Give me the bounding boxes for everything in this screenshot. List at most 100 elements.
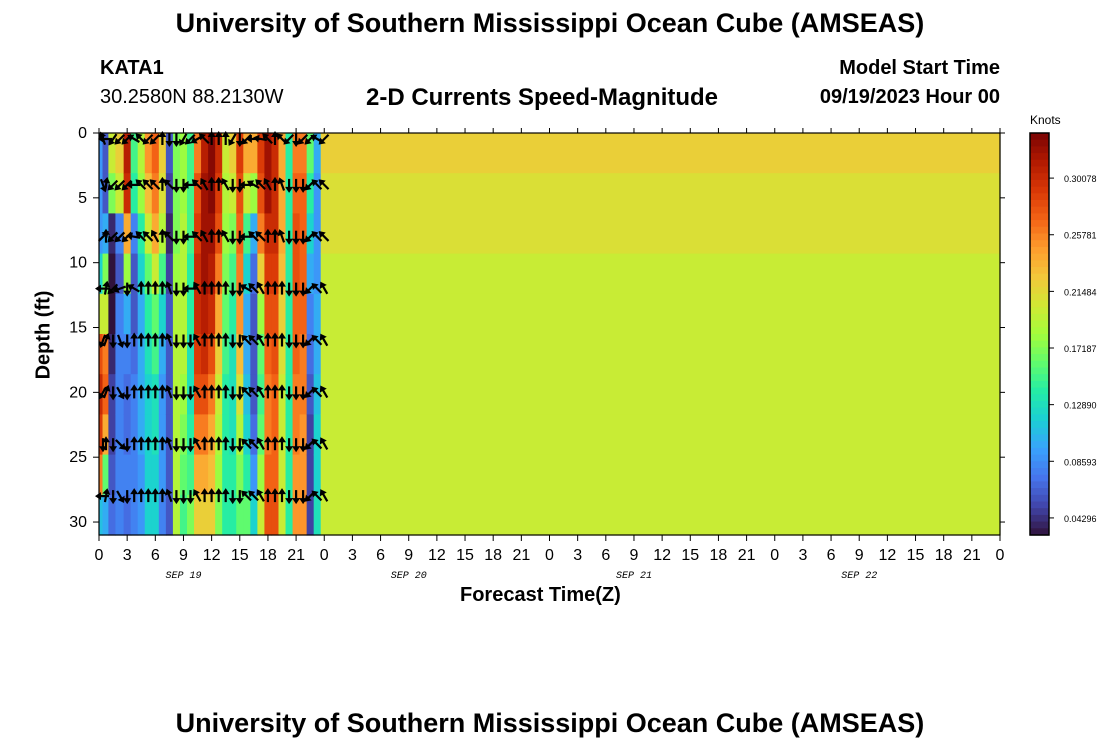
heatmap-cell [222,293,230,335]
current-arrow [221,229,230,243]
current-arrow-head [228,394,237,401]
current-arrow-shaft [187,133,196,142]
current-arrow-shaft [243,389,252,398]
current-arrow-head [235,498,244,505]
heatmap-cell [285,173,294,214]
current-arrow [179,230,188,245]
heatmap-cell [285,494,294,536]
current-arrow-head [144,280,153,287]
heatmap-cell [264,494,273,536]
current-arrow-head [144,384,153,391]
heatmap-cell [151,293,160,335]
heatmap-cell [313,173,322,214]
current-arrow [278,488,286,503]
current-arrow-head [158,280,167,287]
heatmap-cell [151,454,160,496]
heatmap-cell [306,454,315,496]
current-arrow [109,334,118,349]
current-arrow [263,177,272,191]
current-arrow [263,228,272,243]
current-arrow-head [292,446,301,453]
current-arrow-shaft [102,337,109,347]
heatmap-cell [320,374,1001,415]
current-arrow-shaft [117,334,123,344]
current-arrow-head [158,332,167,339]
heatmap-cell [271,173,280,214]
current-arrow-head [318,179,326,187]
station-coordinates: 30.2580N 88.2130W [100,86,284,108]
heatmap-cell [130,133,139,174]
current-arrow [165,133,174,147]
heatmap-cell [292,334,301,375]
current-arrow-shaft [131,286,140,293]
colorbar-swatch [1030,488,1049,496]
heatmap-cell [186,133,195,174]
current-arrow-shaft [243,441,252,450]
heatmap-cell [250,213,258,255]
current-arrow-head [193,437,200,445]
heatmap-cell [194,133,202,174]
current-arrow [135,179,147,190]
heatmap-cell [115,133,125,174]
x-tick-label: 9 [179,547,188,564]
x-tick-label: 12 [653,547,671,564]
current-arrow-head [200,229,208,237]
current-arrow [214,228,223,243]
current-arrow-head [263,332,272,339]
colorbar-swatch [1030,407,1049,415]
heatmap-cell [236,293,244,335]
colorbar-tick-label: 0.08593 [1064,457,1097,467]
current-arrow [107,283,119,295]
current-arrow [130,488,139,503]
heatmap-cell [320,293,1001,335]
current-arrow-shaft [102,389,109,399]
colorbar-swatch [1030,521,1049,529]
current-arrow [248,282,259,294]
current-arrow-shaft [258,182,266,190]
current-arrow-head [235,446,244,453]
heatmap-cell [144,334,153,375]
heatmap-cell [243,133,251,174]
current-arrow [285,386,294,401]
heatmap-cell [278,454,287,496]
heatmap-cell [99,494,104,536]
current-arrow [241,334,252,346]
current-arrow-head [228,342,237,349]
current-arrow-head [292,498,301,505]
current-arrow-shaft [167,389,173,399]
current-arrow [292,230,301,245]
current-arrow-head [256,489,264,497]
heatmap-cell [278,253,287,295]
current-arrow [102,436,110,451]
current-arrow-shaft [138,182,147,190]
current-arrow-head [241,490,249,498]
current-arrow-shaft [145,233,154,242]
current-arrow-head [102,332,111,340]
current-arrow-head [98,392,106,400]
current-arrow-head [150,229,158,237]
current-arrow-head [271,280,279,287]
heatmap-cell [299,133,308,174]
current-arrow [108,133,118,146]
heatmap-cell [158,454,167,496]
current-arrow [235,178,244,193]
colorbar-swatch [1030,514,1049,523]
heatmap-cell [243,334,251,375]
colorbar-swatch [1030,360,1049,369]
current-arrow-head [123,394,132,401]
heatmap-cell [250,374,258,415]
current-arrow [114,133,126,145]
heatmap-cell [137,454,146,496]
current-arrow [137,436,146,451]
current-arrow-head [248,231,256,239]
heatmap-cell [243,173,251,214]
current-arrow [164,488,173,503]
current-arrow-head [318,231,326,239]
heatmap-cell [115,494,125,536]
current-arrow [318,133,330,145]
current-arrow-head [102,488,111,495]
colorbar-swatch [1030,253,1049,261]
current-arrow [179,133,188,146]
heatmap-cell [313,494,322,536]
colorbar-swatch [1030,293,1049,302]
